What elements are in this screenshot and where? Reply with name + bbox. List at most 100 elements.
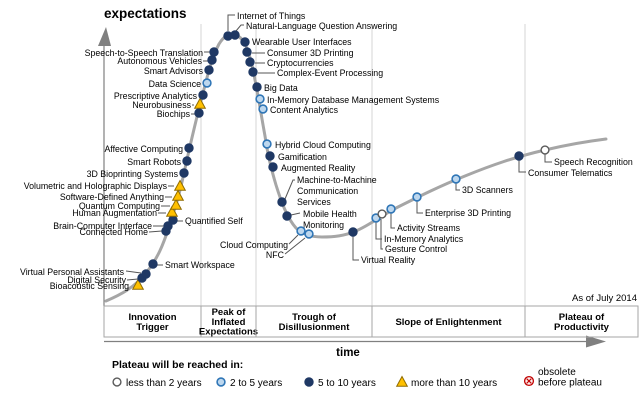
label-neurobusiness: Neurobusiness	[132, 100, 191, 110]
label-enterprise-3d-printing: Enterprise 3D Printing	[425, 208, 511, 218]
label-software-defined-anything: Software-Defined Anything	[60, 192, 164, 202]
tech-item-nfc: NFC	[266, 229, 314, 260]
tech-item-mobile-health-monitoring: Mobile Health Monitoring	[282, 209, 357, 230]
leader-line-in-memory-analytics	[375, 222, 382, 240]
tech-item-smart-robots: Smart Robots	[127, 156, 192, 167]
marker-autonomous-vehicles	[207, 55, 217, 65]
marker-volumetric-and-holographic-displays	[173, 179, 187, 191]
tech-item-virtual-reality: Virtual Reality	[348, 227, 416, 265]
label-consumer-3d-printing: Consumer 3D Printing	[267, 48, 354, 58]
tech-item-consumer-telematics: Consumer Telematics	[514, 151, 613, 178]
x-axis-title: time	[336, 347, 360, 359]
as-of-date: As of July 2014	[572, 293, 637, 304]
tech-item-software-defined-anything: Software-Defined Anything	[60, 189, 185, 202]
label-machine-to-machine-communication-services: Machine-to-Machine Communication Services	[297, 175, 377, 207]
leader-line-natural-language-question-answering	[235, 24, 244, 32]
label-in-memory-database-management-systems: In-Memory Database Management Systems	[267, 95, 440, 105]
phase-label-trough-of-disillusionment: Trough of Disillusionment	[279, 312, 351, 333]
tech-item-volumetric-and-holographic-displays: Volumetric and Holographic Displays	[24, 179, 187, 191]
label-quantified-self: Quantified Self	[185, 216, 243, 226]
marker-virtual-reality	[348, 227, 358, 237]
legend-marker-triangle	[395, 375, 409, 387]
marker-prescriptive-analytics	[198, 90, 208, 100]
label-virtual-reality: Virtual Reality	[361, 255, 416, 265]
tech-item-machine-to-machine-communication-services: Machine-to-Machine Communication Services	[277, 175, 377, 207]
marker-speech-recognition	[540, 145, 550, 155]
label-data-science: Data Science	[149, 79, 201, 89]
axes-layer	[98, 27, 606, 348]
label-consumer-telematics: Consumer Telematics	[528, 168, 613, 178]
tech-item-natural-language-question-answering: Natural-Language Question Answering	[230, 21, 397, 40]
phase-label-slope-of-enlightenment: Slope of Enlightenment	[395, 317, 502, 328]
tech-item-complex-event-processing: Complex-Event Processing	[248, 67, 383, 78]
legend-item-2-to-5-years: 2 to 5 years	[216, 377, 282, 389]
tech-item-biochips: Biochips	[157, 108, 204, 119]
marker-nfc	[304, 229, 314, 239]
label-autonomous-vehicles: Autonomous Vehicles	[117, 56, 202, 66]
marker-affective-computing	[184, 143, 194, 153]
marker-smart-advisors	[204, 65, 214, 75]
marker-software-defined-anything	[171, 189, 185, 201]
marker-enterprise-3d-printing	[412, 192, 422, 202]
marker-virtual-personal-assistants	[141, 269, 151, 279]
marker-in-memory-database-management-systems	[255, 94, 265, 104]
leader-line-virtual-personal-assistants	[125, 270, 142, 274]
leader-line-digital-security	[126, 278, 139, 281]
leader-line-activity-streams	[390, 213, 395, 229]
marker-neurobusiness	[193, 97, 207, 109]
label-in-memory-analytics: In-Memory Analytics	[384, 234, 464, 244]
tech-item-gamification: Gamification	[265, 151, 327, 162]
leader-line-machine-to-machine-communication-services	[284, 179, 295, 200]
legend-label-5-to-10-years: 5 to 10 years	[318, 378, 376, 389]
leader-line-3d-scanners	[455, 183, 460, 191]
legend-item-obsolete-before-plateau: obsolete before plateau	[523, 367, 602, 389]
leader-line-enterprise-3d-printing	[416, 201, 423, 214]
marker-complex-event-processing	[248, 67, 258, 77]
legend-label-obsolete-before-plateau: obsolete before plateau	[538, 367, 602, 389]
legend-item-more-than-10-years: more than 10 years	[395, 375, 497, 389]
phase-band-layer: Innovation Trigger Peak of Inflated Expectat…	[103, 305, 639, 338]
label-connected-home: Connected Home	[80, 227, 149, 237]
phase-band-frame	[103, 305, 639, 338]
legend-heading: Plateau will be reached in:	[112, 359, 243, 371]
obsolete-x-2	[526, 378, 532, 384]
marker-3d-bioprinting-systems	[179, 168, 189, 178]
marker-human-augmentation	[165, 205, 179, 217]
marker-content-analytics	[258, 104, 268, 114]
tech-item-big-data: Big Data	[252, 82, 298, 93]
tech-item-human-augmentation: Human Augmentation	[72, 205, 179, 218]
marker-natural-language-question-answering	[230, 30, 240, 40]
marker-machine-to-machine-communication-services	[277, 197, 287, 207]
label-gesture-control: Gesture Control	[385, 244, 447, 254]
tech-item-cloud-computing: Cloud Computing	[220, 226, 306, 250]
tech-item-in-memory-database-management-systems: In-Memory Database Management Systems	[255, 94, 440, 105]
legend-item-5-to-10-years: 5 to 10 years	[304, 377, 376, 389]
marker-brain-computer-interface	[163, 221, 173, 231]
label-internet-of-things: Internet of Things	[237, 11, 306, 21]
label-virtual-personal-assistants: Virtual Personal Assistants	[20, 267, 125, 277]
tech-item-smart-workspace: Smart Workspace	[148, 259, 235, 270]
label-bioacoustic-sensing: Bioacoustic Sensing	[50, 281, 129, 291]
y-axis-arrowhead	[98, 27, 111, 46]
legend-label-less-than-2-years: less than 2 years	[126, 378, 202, 389]
leader-line-virtual-reality	[352, 236, 359, 261]
label-wearable-user-interfaces: Wearable User Interfaces	[252, 37, 352, 47]
leader-line-nfc	[284, 237, 306, 255]
marker-wearable-user-interfaces	[240, 37, 250, 47]
marker-cloud-computing	[296, 226, 306, 236]
legend-item-less-than-2-years: less than 2 years	[112, 377, 202, 389]
tech-item-data-science: Data Science	[149, 78, 212, 89]
legend-marker-white	[112, 377, 122, 387]
marker-smart-robots	[182, 156, 192, 166]
label-quantum-computing: Quantum Computing	[79, 201, 160, 211]
label-3d-bioprinting-systems: 3D Bioprinting Systems	[87, 169, 179, 179]
marker-mobile-health-monitoring	[282, 211, 292, 221]
legend-marker-obsolete	[523, 375, 535, 387]
legend-marker-light	[216, 377, 226, 387]
marker-speech-to-speech-translation	[209, 47, 219, 57]
leader-line-speech-recognition	[544, 154, 552, 163]
tech-item-neurobusiness: Neurobusiness	[132, 97, 207, 110]
label-speech-to-speech-translation: Speech-to-Speech Translation	[85, 48, 203, 58]
